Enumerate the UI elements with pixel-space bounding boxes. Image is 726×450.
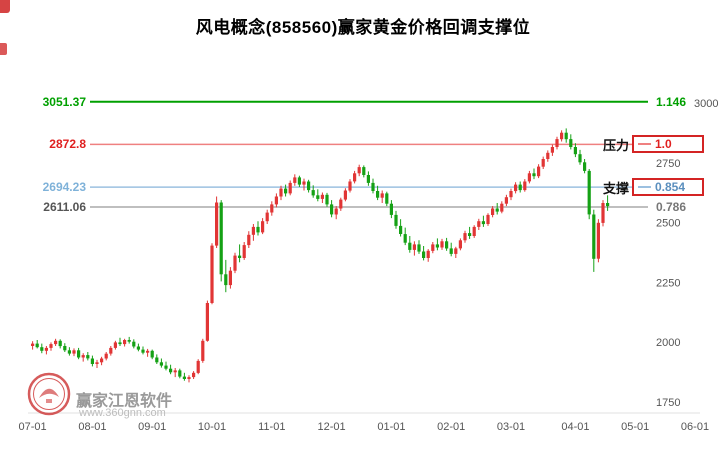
resistance-tag: 压力 1.0 (597, 134, 704, 154)
svg-text:2500: 2500 (656, 218, 680, 230)
svg-text:12-01: 12-01 (318, 421, 346, 433)
svg-text:06-01: 06-01 (681, 421, 709, 433)
level-price-0786: 2611.06 (43, 200, 86, 214)
level-price-resistance: 2872.8 (49, 137, 86, 151)
svg-text:08-01: 08-01 (78, 421, 106, 433)
level-ratio-1146: 1.146 (656, 95, 687, 109)
brand-seal-icon (27, 372, 71, 416)
svg-text:09-01: 09-01 (138, 421, 166, 433)
x-axis-labels: 07-01 08-01 09-01 10-01 11-01 12-01 01-01 02-01… (19, 421, 710, 433)
svg-text:01-01: 01-01 (377, 421, 405, 433)
svg-text:04-01: 04-01 (561, 421, 589, 433)
svg-text:07-01: 07-01 (19, 421, 47, 433)
resistance-legend-box: 1.0 (632, 135, 704, 153)
level-price-support: 2694.23 (42, 180, 86, 194)
page-title: 风电概念(858560)赢家黄金价格回调支撑位 (195, 18, 531, 37)
svg-text:2250: 2250 (656, 277, 680, 289)
svg-text:11-01: 11-01 (258, 421, 285, 433)
support-legend-box: 0.854 (632, 178, 704, 196)
svg-text:2000: 2000 (656, 337, 680, 349)
svg-text:02-01: 02-01 (437, 421, 465, 433)
candles (31, 128, 610, 383)
watermark-brand: 赢家江恩软件 (76, 393, 173, 410)
svg-text:3000: 3000 (694, 98, 718, 110)
svg-text:05-01: 05-01 (621, 421, 649, 433)
support-tag: 支撑 0.854 (597, 177, 704, 197)
resistance-line-swatch (638, 143, 651, 145)
support-label: 支撑 (602, 180, 629, 196)
level-price-1146: 3051.37 (42, 95, 86, 109)
svg-text:03-01: 03-01 (497, 421, 525, 433)
svg-text:2750: 2750 (656, 158, 680, 170)
svg-text:1750: 1750 (656, 397, 680, 409)
resistance-label: 压力 (602, 137, 629, 153)
level-lines (90, 100, 648, 208)
resistance-ratio-value: 1.0 (655, 137, 672, 151)
level-ratio-0786: 0.786 (656, 200, 687, 214)
support-line-swatch (638, 186, 651, 188)
watermark-url: www.360gnn.com (79, 407, 166, 419)
svg-text:10-01: 10-01 (198, 421, 226, 433)
red-edge-mark (0, 43, 7, 55)
y-axis-labels: 3000 2750 2500 2250 2000 1750 (656, 98, 718, 409)
red-corner-mark (0, 0, 10, 13)
support-ratio-value: 0.854 (655, 180, 686, 194)
